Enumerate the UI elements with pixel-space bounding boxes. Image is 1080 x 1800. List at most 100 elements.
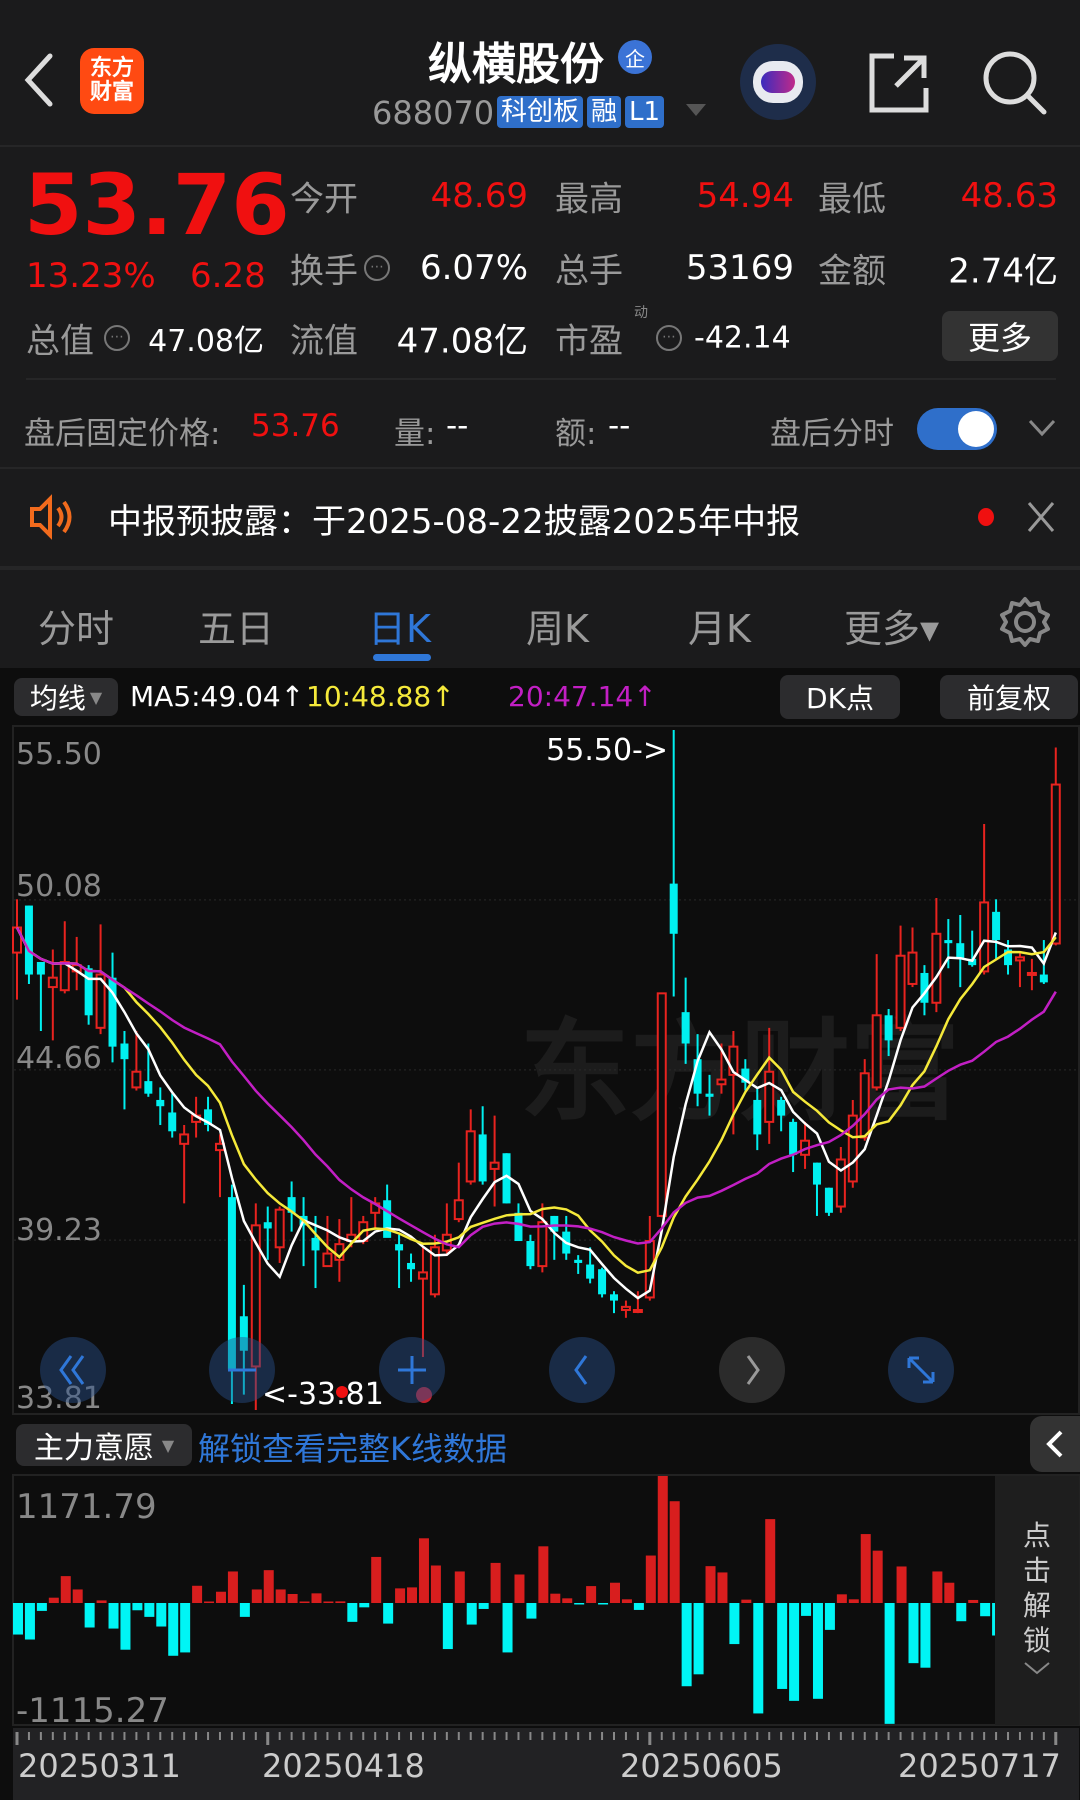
info-icon[interactable]: ⋯ (364, 255, 390, 281)
candle-body (835, 1158, 846, 1208)
zoom-in-button[interactable] (379, 1337, 445, 1403)
ma-selector[interactable]: 均线 ▼ (14, 678, 118, 716)
scroll-to-start-button[interactable] (40, 1337, 106, 1403)
histogram-bar (72, 1589, 83, 1603)
lock-panel[interactable] (995, 1476, 1079, 1725)
histogram-bar (765, 1519, 776, 1603)
app-logo[interactable]: 东方财富 (80, 48, 144, 114)
ma10-value: 10:48.88↑ (306, 680, 455, 713)
more-button[interactable]: 更多 (942, 311, 1058, 361)
histogram-bar (514, 1574, 525, 1603)
candle-body (920, 972, 929, 1003)
candle-body (537, 1221, 548, 1268)
search-icon[interactable] (980, 48, 1050, 118)
candle-body (47, 976, 58, 989)
histogram-bar (490, 1562, 501, 1603)
tab-five-day[interactable]: 五日 (198, 607, 275, 651)
x-date-label: 20250717 (898, 1747, 1061, 1785)
candle (204, 1096, 213, 1132)
candle (514, 1203, 523, 1242)
tab-daily-k[interactable]: 日K (368, 607, 431, 651)
histogram-bar (621, 1599, 632, 1603)
candle-body (884, 1015, 893, 1041)
event-dot[interactable] (336, 1386, 348, 1398)
scroll-left-button[interactable] (549, 1337, 615, 1403)
candle (144, 1043, 153, 1097)
stat-label-pe: 市盈 (555, 321, 623, 362)
candle-body (895, 954, 906, 1029)
after-hours-amount: -- (608, 408, 631, 444)
chevron-down-icon[interactable] (1022, 1660, 1052, 1676)
candle-body (395, 1244, 404, 1251)
scroll-right-button[interactable] (719, 1337, 785, 1403)
histogram-bar (944, 1582, 955, 1603)
divider (26, 378, 1056, 380)
unread-dot (978, 508, 994, 526)
histogram-bar (753, 1603, 764, 1714)
stat-value-market-cap: 47.08亿 (148, 324, 264, 359)
indicator-selector[interactable]: 主力意愿 ▼ (16, 1424, 192, 1466)
candle (907, 927, 918, 988)
candle-body (407, 1262, 416, 1270)
candle (239, 1284, 248, 1395)
stat-label-market-cap: 总值 (26, 321, 94, 362)
notice-text[interactable]: 中报预披露：于2025-08-22披露2025年中报 (108, 502, 801, 542)
candle (632, 1291, 643, 1314)
tab-more[interactable]: 更多▾ (844, 607, 940, 651)
y-tick-label: 39.23 (16, 1213, 102, 1248)
tab-weekly-k[interactable]: 周K (526, 607, 589, 651)
candle-body (453, 1199, 464, 1221)
candle-body (383, 1200, 392, 1238)
histogram-bar (980, 1603, 991, 1617)
histogram-bar (932, 1571, 943, 1603)
after-hours-toggle[interactable] (917, 408, 997, 450)
gear-icon[interactable] (998, 595, 1052, 649)
indicator-selector-label: 主力意愿 (33, 1431, 154, 1466)
zoom-out-button[interactable] (209, 1337, 275, 1403)
collapse-panel-button[interactable] (1030, 1416, 1080, 1472)
stat-value-amount: 2.74亿 (948, 251, 1058, 292)
after-hours-volume: -- (446, 408, 469, 444)
stat-value-high: 54.94 (696, 176, 794, 216)
candle (920, 965, 929, 1016)
tag-margin: 融 (587, 96, 622, 128)
histogram-bar (156, 1603, 167, 1627)
unlock-kline-link[interactable]: 解锁查看完整K线数据 (198, 1430, 507, 1468)
stat-value-volume: 53169 (685, 248, 794, 288)
tab-intraday[interactable]: 分时 (38, 607, 115, 651)
candle-body (598, 1269, 607, 1295)
histogram-bar (872, 1550, 883, 1603)
histogram-bar (454, 1571, 465, 1603)
dropdown-caret-icon[interactable] (686, 104, 706, 116)
close-icon[interactable] (1026, 500, 1056, 534)
candle (741, 1059, 750, 1091)
candle-body (465, 1130, 476, 1183)
candle-body (741, 1068, 750, 1083)
tab-monthly-k[interactable]: 月K (688, 607, 751, 651)
double-chevron-left-icon (59, 1355, 85, 1385)
histogram-bar (812, 1603, 823, 1699)
candle (502, 1153, 511, 1204)
histogram-bar (657, 1475, 668, 1603)
candle (417, 1247, 428, 1358)
robot-avatar-icon[interactable] (740, 44, 816, 120)
click-unlock-label[interactable]: 点击解锁 (1022, 1519, 1051, 1657)
chevron-left-icon (574, 1355, 588, 1385)
event-dot[interactable] (416, 1387, 432, 1403)
info-icon[interactable]: ⋯ (104, 325, 130, 351)
ma5-value: MA5:49.04↑ (130, 680, 305, 713)
candle-body (944, 940, 953, 944)
candle-body (764, 1070, 775, 1123)
info-icon[interactable]: ⋯ (656, 325, 682, 351)
tag-level: L1 (625, 96, 665, 128)
dk-point-button[interactable]: DK点 (780, 675, 900, 719)
adjust-button[interactable]: 前复权 (940, 675, 1078, 719)
share-icon[interactable] (866, 50, 932, 116)
fullscreen-button[interactable] (888, 1337, 954, 1403)
current-price: 53.76 (24, 156, 290, 254)
candle (168, 1093, 177, 1138)
candle-body (824, 1187, 833, 1213)
chevron-down-icon[interactable] (1028, 418, 1056, 438)
back-icon[interactable] (22, 52, 56, 108)
